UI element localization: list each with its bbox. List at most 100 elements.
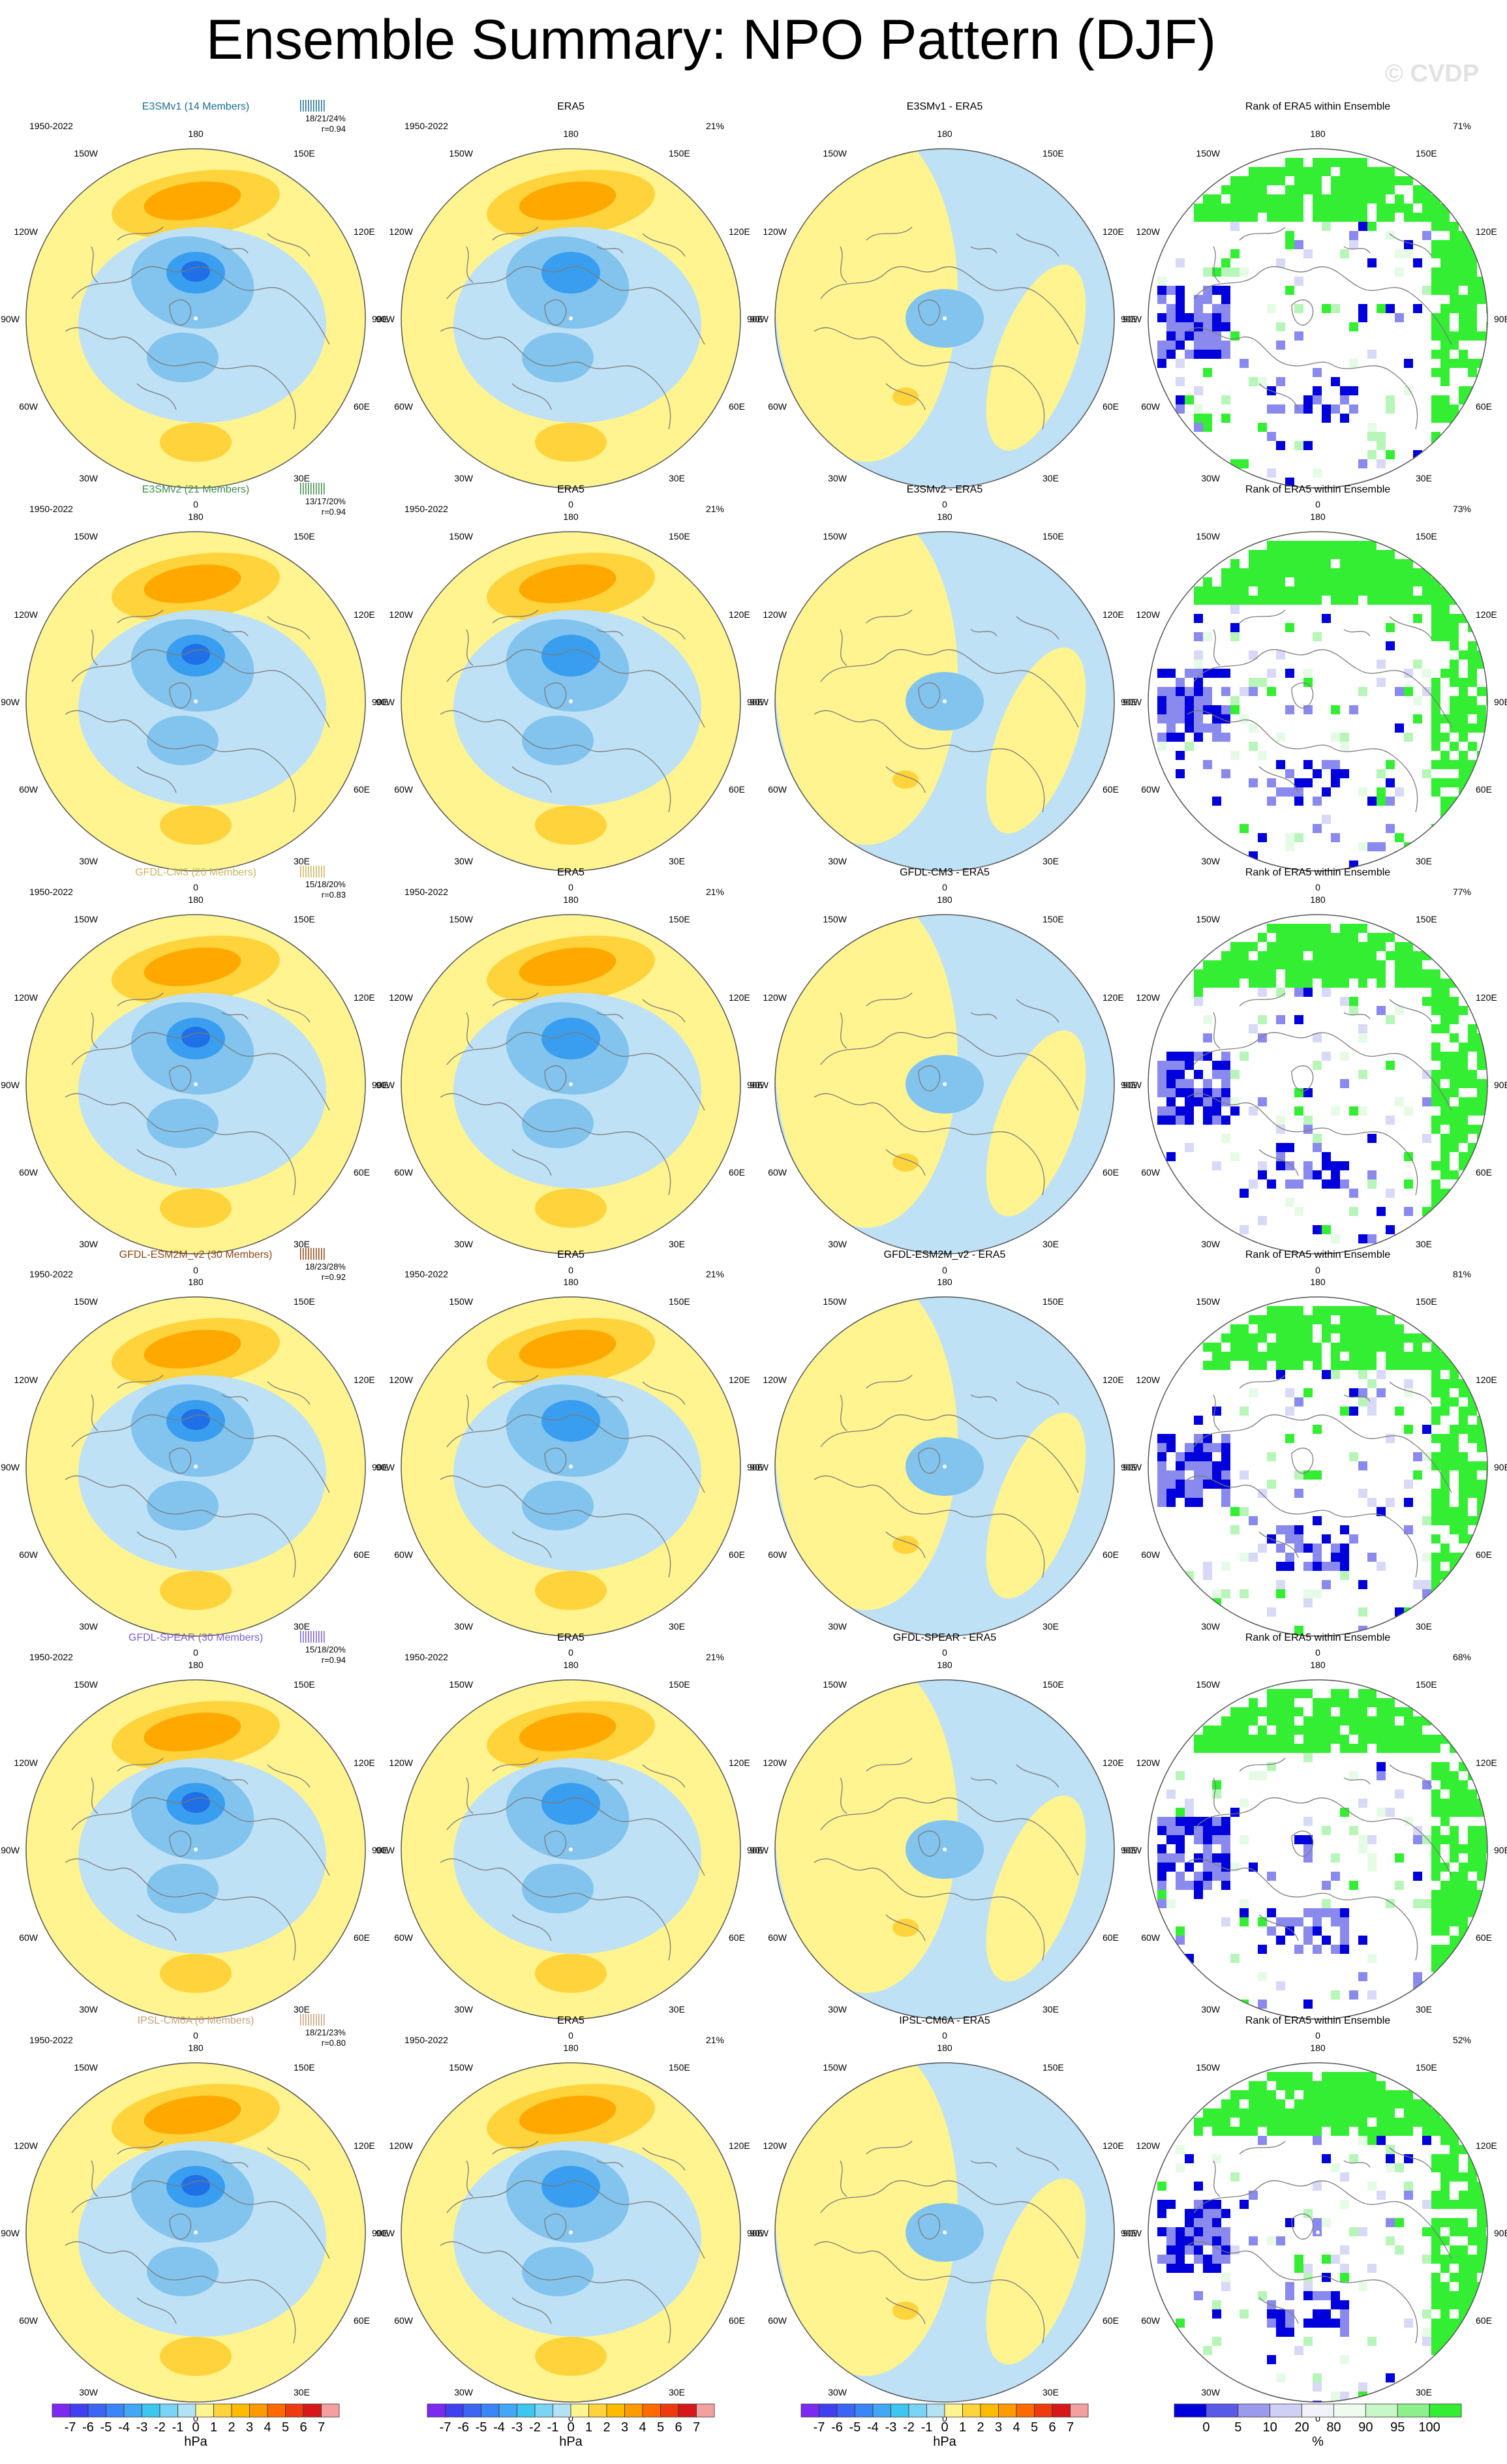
rank-cell bbox=[1349, 1716, 1358, 1726]
rank-cell bbox=[1313, 960, 1322, 969]
rank-cell bbox=[1340, 249, 1349, 258]
rank-cell bbox=[1377, 1735, 1386, 1744]
rank-cell bbox=[1367, 559, 1377, 568]
member-bar bbox=[308, 866, 309, 877]
rank-cell bbox=[1294, 1343, 1303, 1352]
rank-cell bbox=[1358, 459, 1367, 468]
rank-cell bbox=[1468, 277, 1477, 286]
lon-label-30e: 30E bbox=[1416, 856, 1432, 866]
rank-cell bbox=[1450, 696, 1459, 705]
lon-label-60e: 60E bbox=[729, 2315, 745, 2326]
lon-label-150e: 150E bbox=[294, 914, 315, 924]
coastline-6 bbox=[136, 766, 177, 793]
rank-cell bbox=[1413, 194, 1422, 204]
lon-label-120e: 120E bbox=[729, 609, 750, 620]
rank-cell bbox=[1395, 313, 1404, 322]
lon-label-90w: 90W bbox=[1, 1080, 20, 1090]
rank-cell bbox=[1422, 1780, 1431, 1789]
coastlines bbox=[1187, 1757, 1452, 1961]
lon-label-60w: 60W bbox=[394, 401, 414, 412]
rank-cell bbox=[1450, 2163, 1459, 2172]
rank-cell bbox=[1294, 933, 1303, 942]
rank-cell bbox=[1258, 933, 1267, 942]
rank-cell bbox=[1166, 2236, 1176, 2245]
rank-cell bbox=[1157, 714, 1166, 723]
rank-cell bbox=[1258, 586, 1267, 596]
rank-cell bbox=[1157, 1498, 1166, 1507]
colorbar-tick-label: 3 bbox=[246, 2420, 253, 2435]
rank-cell bbox=[1176, 2227, 1185, 2236]
rank-cell bbox=[1331, 577, 1340, 586]
lon-label-180: 180 bbox=[937, 894, 952, 905]
rank-cell bbox=[1450, 1425, 1459, 1434]
rank-cell bbox=[1313, 2136, 1322, 2145]
lon-label-0: 0 bbox=[1315, 2030, 1320, 2041]
rank-cell bbox=[1157, 1826, 1166, 1835]
lon-label-60w: 60W bbox=[394, 784, 414, 795]
rank-cell bbox=[1395, 1234, 1404, 1243]
rank-cell bbox=[1240, 577, 1249, 586]
rank-cell bbox=[1276, 404, 1285, 414]
lon-label-30w: 30W bbox=[1201, 2387, 1221, 2397]
coastline-4 bbox=[117, 992, 164, 1007]
rank-cell bbox=[1267, 432, 1276, 441]
rank-cell bbox=[1440, 1015, 1450, 1024]
positive-anomaly-atlantic bbox=[160, 806, 232, 845]
rank-cell bbox=[1194, 1461, 1203, 1470]
north-pole-marker bbox=[1316, 1848, 1320, 1851]
rank-cell bbox=[1422, 1744, 1431, 1753]
rank-cell bbox=[1276, 2328, 1285, 2337]
rank-cell bbox=[1221, 2108, 1230, 2118]
lon-label-180: 180 bbox=[1310, 894, 1326, 905]
coastline-1 bbox=[1187, 1858, 1332, 1898]
rank-cell bbox=[1285, 1343, 1294, 1352]
rank-cell bbox=[1166, 1817, 1176, 1826]
rank-cell bbox=[1157, 687, 1166, 696]
lon-label-60w: 60W bbox=[1141, 1932, 1161, 1943]
rank-cell bbox=[1340, 1306, 1349, 1315]
rank-cell bbox=[1440, 714, 1450, 723]
rank-cell bbox=[1477, 2245, 1486, 2255]
obs-pct-variance: 21% bbox=[706, 1269, 724, 1279]
rank-cell bbox=[1440, 1106, 1450, 1116]
rank-cell bbox=[1203, 1343, 1212, 1352]
rank-cell bbox=[1212, 1726, 1221, 1735]
rank-cell bbox=[1340, 2355, 1349, 2364]
lon-label-120e: 120E bbox=[1476, 1375, 1497, 1385]
rank-cell bbox=[1477, 705, 1486, 714]
rank-cell bbox=[1276, 924, 1285, 933]
rank-cell bbox=[1285, 2072, 1294, 2081]
rank-cell bbox=[1459, 2172, 1468, 2182]
rank-cell bbox=[1185, 2154, 1194, 2163]
rank-cell bbox=[1240, 185, 1249, 194]
lon-label-30w: 30W bbox=[828, 856, 847, 866]
rank-cell bbox=[1459, 304, 1468, 313]
rank-cell bbox=[1185, 687, 1194, 696]
rank-cell bbox=[1386, 577, 1395, 586]
rank-cell bbox=[1422, 1361, 1431, 1370]
lon-label-90e: 90E bbox=[372, 697, 388, 707]
negative-anomaly-peak bbox=[181, 2175, 210, 2196]
rank-cell bbox=[1313, 1945, 1322, 1954]
map-frame bbox=[774, 914, 1115, 1255]
north-pole-marker bbox=[943, 1848, 947, 1851]
rank-cell bbox=[1431, 1161, 1440, 1170]
rank-cell bbox=[1440, 1006, 1450, 1015]
rank-cell bbox=[1468, 1826, 1477, 1835]
rank-cell bbox=[1450, 1771, 1459, 1780]
rank-cell bbox=[1294, 1726, 1303, 1735]
rank-cell bbox=[1194, 1443, 1203, 1452]
rank-cell bbox=[1431, 2300, 1440, 2309]
lon-label-90e: 90E bbox=[747, 314, 763, 324]
rank-cell bbox=[1431, 2163, 1440, 2172]
rank-cell bbox=[1176, 2145, 1185, 2154]
rank-cell bbox=[1203, 1872, 1212, 1881]
obs-title: ERA5 bbox=[557, 101, 585, 112]
lon-label-150e: 150E bbox=[1043, 914, 1064, 924]
north-pole-marker bbox=[1316, 1465, 1320, 1468]
rank-cell bbox=[1459, 1780, 1468, 1789]
rank-cell bbox=[1349, 1352, 1358, 1361]
rank-cell bbox=[1386, 824, 1395, 833]
rank-cell bbox=[1367, 1343, 1377, 1352]
